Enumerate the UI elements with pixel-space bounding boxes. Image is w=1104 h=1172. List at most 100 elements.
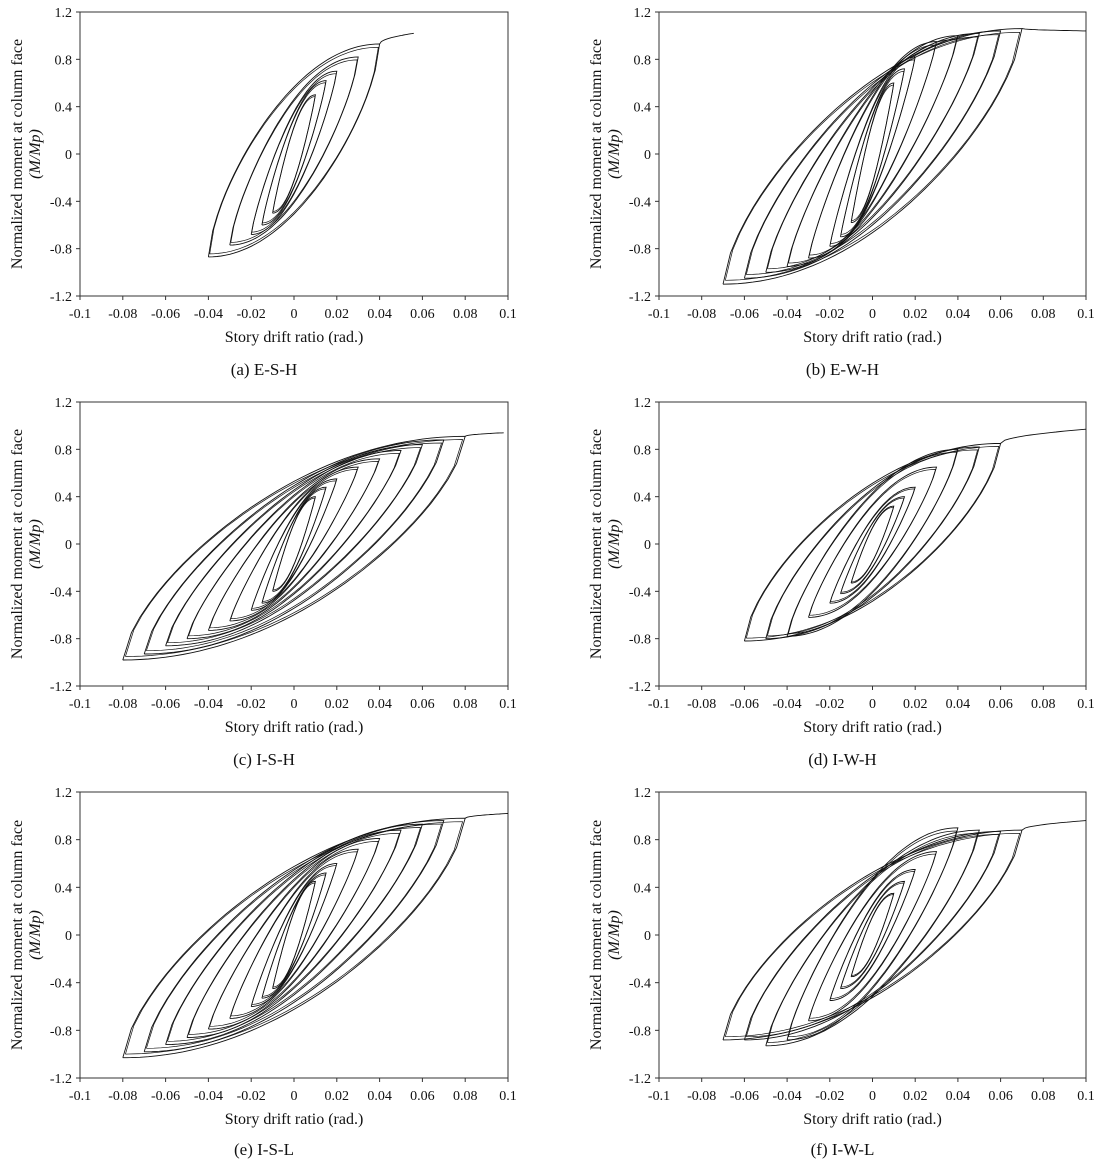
y-axis-label: Normalized moment at column face	[9, 820, 26, 1050]
hysteresis-loop-repeat	[724, 31, 1021, 281]
hysteresis-loop	[840, 68, 906, 238]
hysteresis-loop	[786, 448, 959, 637]
y-tick-label: 0	[65, 538, 72, 553]
x-tick-label: -0.06	[730, 307, 759, 322]
hysteresis-curves	[722, 820, 1086, 1047]
x-tick-label: 0.1	[1077, 1089, 1095, 1104]
y-tick-label: -0.4	[629, 585, 651, 600]
x-tick-label: -0.1	[69, 1089, 91, 1104]
x-tick-label: -0.08	[108, 697, 137, 712]
hysteresis-loop-repeat	[767, 832, 979, 1043]
hysteresis-loop	[722, 28, 1023, 285]
y-tick-label: 1.2	[634, 786, 652, 801]
hysteresis-loop-repeat	[788, 451, 958, 634]
x-axis-label: Story drift ratio (rad.)	[803, 719, 942, 736]
hysteresis-loop	[261, 872, 327, 999]
y-tick-label: 1.2	[634, 6, 652, 21]
hysteresis-loop-repeat	[830, 871, 916, 999]
x-tick-label: 0	[869, 1089, 876, 1104]
x-tick-label: 0.1	[499, 307, 517, 322]
hysteresis-loop-repeat	[851, 894, 894, 976]
x-tick-label: -0.08	[687, 1089, 716, 1104]
hysteresis-loop-repeat	[262, 488, 327, 602]
x-axis-label: Story drift ratio (rad.)	[803, 1111, 942, 1128]
y-tick-label: 0	[644, 538, 651, 553]
y-tick-label: -0.8	[629, 243, 651, 258]
hysteresis-loop-repeat	[167, 447, 421, 644]
panel-caption: (e) I-S-L	[234, 1140, 294, 1159]
hysteresis-loop-repeat	[272, 497, 316, 591]
hysteresis-loop	[186, 450, 402, 640]
y-axis-label: Normalized moment at column face	[588, 820, 605, 1050]
x-tick-label: 0	[869, 307, 876, 322]
hysteresis-loop-repeat	[767, 36, 979, 270]
y-tick-label: -0.4	[629, 195, 651, 210]
x-tick-label: -0.08	[108, 307, 137, 322]
hysteresis-loop	[229, 466, 359, 622]
x-tick-label: -0.06	[730, 697, 759, 712]
hysteresis-loop	[765, 32, 980, 273]
y-tick-label: -1.2	[629, 680, 651, 695]
x-tick-label: 0.08	[1031, 697, 1056, 712]
x-axis-label: Story drift ratio (rad.)	[225, 329, 364, 346]
y-tick-label: -0.8	[50, 243, 72, 258]
hysteresis-loop-repeat	[851, 84, 894, 221]
hysteresis-loop	[765, 829, 980, 1047]
x-tick-label: -0.1	[69, 697, 91, 712]
hysteresis-curves	[743, 428, 1086, 642]
x-tick-label: 0.1	[499, 1089, 517, 1104]
hysteresis-loop-repeat	[830, 488, 916, 602]
y-tick-label: -0.8	[629, 633, 651, 648]
x-tick-label: -0.02	[237, 697, 266, 712]
hysteresis-loop-repeat	[209, 841, 379, 1027]
y-tick-label: 0.8	[55, 443, 73, 458]
hysteresis-loop-repeat	[788, 830, 958, 1038]
y-tick-label: -0.8	[629, 1024, 651, 1039]
y-tick-label: -0.4	[50, 977, 72, 992]
x-tick-label: -0.06	[151, 307, 180, 322]
hysteresis-curves	[122, 432, 504, 661]
hysteresis-loop-repeat	[809, 469, 937, 616]
y-tick-label: 1.2	[55, 6, 73, 21]
x-tick-label: 0	[291, 1089, 298, 1104]
chart-panel-3: 1.2 0.8 0.4 0 -0.4 -0.8 -1.2 -0.1 -0.08 -0.06 -0.0…	[588, 396, 1095, 769]
hysteresis-loop	[743, 830, 1002, 1041]
x-tick-label: 0.02	[903, 1089, 928, 1104]
y-tick-label: 0.4	[634, 101, 652, 116]
hysteresis-loop	[743, 30, 1002, 279]
y-tick-label: 0.8	[634, 53, 652, 68]
hysteresis-loop-repeat	[251, 73, 337, 233]
x-tick-label: -0.06	[151, 1089, 180, 1104]
y-tick-label: 1.2	[55, 786, 73, 801]
hysteresis-loop-repeat	[230, 851, 358, 1017]
plot-frame	[79, 401, 509, 687]
monotonic-tail-curve	[465, 432, 504, 437]
y-tick-label: -1.2	[50, 680, 72, 695]
y-tick-label: -0.4	[629, 977, 651, 992]
y-axis-label: Normalized moment at column face	[9, 429, 26, 659]
hysteresis-loop-repeat	[209, 461, 379, 629]
x-axis-label: Story drift ratio (rad.)	[225, 719, 364, 736]
x-tick-label: 0.02	[325, 307, 350, 322]
panel-caption: (f) I-W-L	[811, 1140, 875, 1159]
hysteresis-loop-repeat	[251, 865, 337, 1005]
hysteresis-loop-repeat	[272, 882, 316, 988]
hysteresis-loop-repeat	[788, 38, 958, 264]
x-tick-label: 0.04	[946, 1089, 971, 1104]
hysteresis-loop-repeat	[146, 823, 443, 1049]
x-tick-label: -0.08	[687, 697, 716, 712]
y-tick-label: 0.4	[55, 881, 73, 896]
y-tick-label: 1.2	[634, 396, 652, 411]
x-tick-label: 0.02	[903, 307, 928, 322]
hysteresis-loop-repeat	[724, 832, 1021, 1038]
x-tick-label: -0.1	[648, 1089, 670, 1104]
hysteresis-loop-repeat	[262, 82, 327, 224]
hysteresis-loop	[122, 817, 466, 1059]
panel-caption: (a) E-S-H	[231, 360, 298, 379]
hysteresis-loop-repeat	[745, 446, 1000, 639]
x-tick-label: 0	[291, 307, 298, 322]
hysteresis-loop	[143, 820, 445, 1053]
hysteresis-loop	[165, 444, 424, 647]
plot-frame	[658, 401, 1087, 687]
hysteresis-loop-repeat	[230, 59, 358, 243]
